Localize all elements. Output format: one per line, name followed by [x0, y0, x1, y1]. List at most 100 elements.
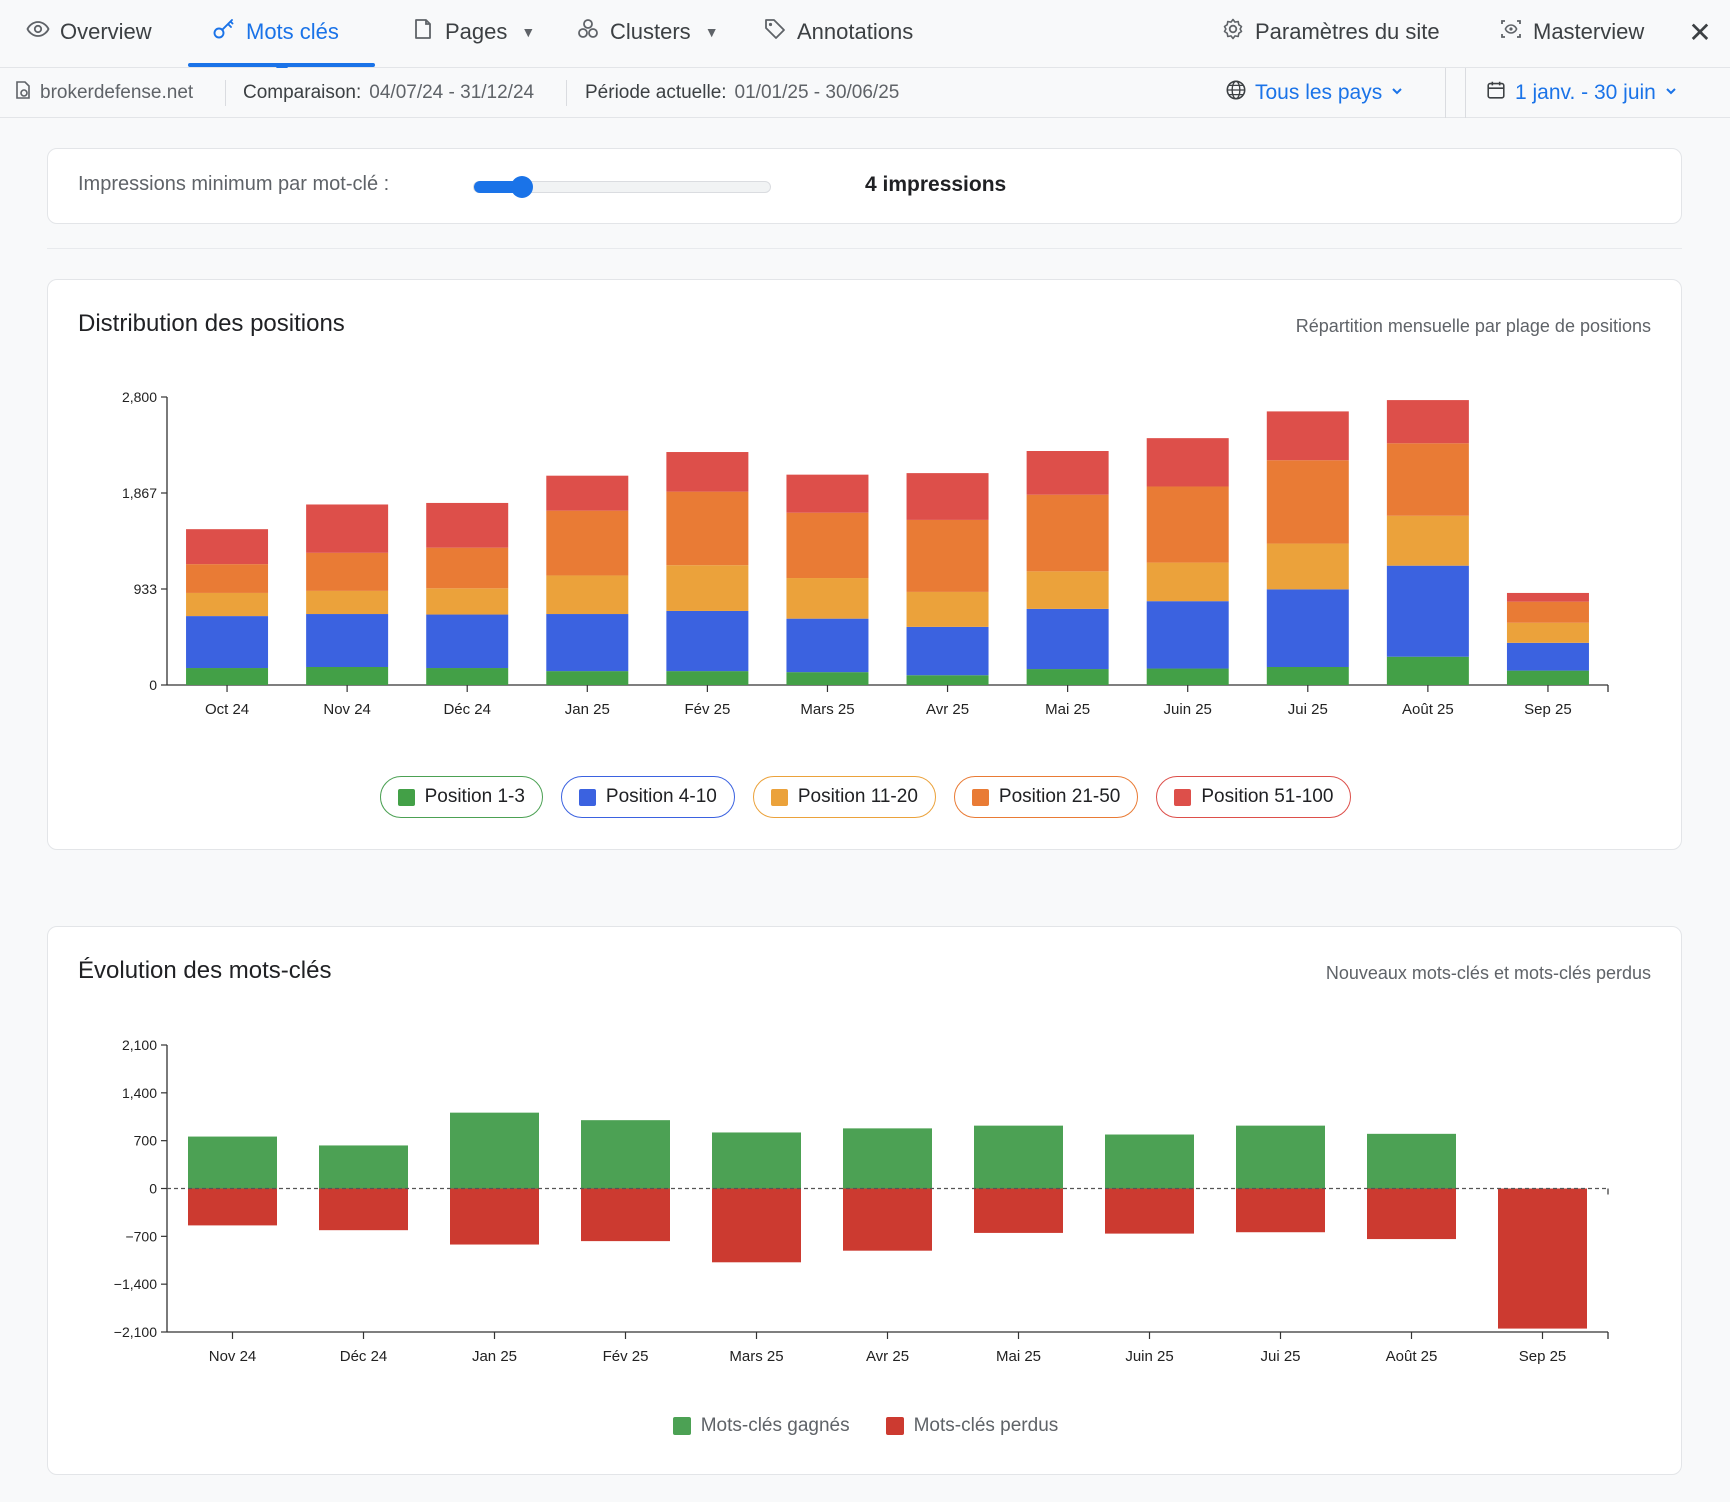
chevron-down-icon	[1390, 82, 1404, 104]
divider	[1465, 68, 1466, 118]
bar-segment	[426, 547, 509, 589]
bar-segment	[1266, 543, 1349, 590]
impressions-slider[interactable]	[473, 176, 771, 198]
bar-segment	[1506, 642, 1589, 671]
bar-segment	[786, 474, 869, 513]
x-tick-label: Mai 25	[996, 1348, 1041, 1365]
eye-icon	[26, 17, 50, 47]
divider	[1445, 68, 1446, 118]
x-tick-label: Mai 25	[1045, 701, 1090, 718]
tab-pages[interactable]: Pages ▼	[411, 0, 535, 64]
tab-annotations[interactable]: Annotations	[763, 0, 913, 64]
legend-label: Position 1-3	[424, 786, 525, 807]
x-tick-label: Jui 25	[1288, 701, 1328, 718]
x-tick-label: Août 25	[1402, 701, 1454, 718]
site-domain: brokerdefense.net	[14, 68, 193, 118]
legend-keywords-lost[interactable]: Mots-clés perdus	[885, 1415, 1059, 1437]
bar-lost	[188, 1188, 277, 1226]
bar-segment	[666, 610, 749, 672]
comparison-label: Comparaison:	[243, 82, 362, 103]
impressions-filter-label: Impressions minimum par mot-clé :	[78, 173, 390, 195]
bar-segment	[1026, 669, 1109, 685]
keyword-evolution-card: Évolution des mots-clés Nouveaux mots-cl…	[47, 926, 1682, 1475]
legend-keywords-gained[interactable]: Mots-clés gagnés	[672, 1415, 850, 1437]
bar-segment	[1386, 400, 1469, 444]
tab-mots-cles[interactable]: Mots clés	[212, 0, 339, 64]
chart-subtitle: Nouveaux mots-clés et mots-clés perdus	[1325, 963, 1651, 983]
close-icon[interactable]: ✕	[1688, 17, 1712, 48]
chart-title: Évolution des mots-clés	[78, 957, 332, 984]
x-tick-label: Nov 24	[209, 1348, 257, 1365]
bar-segment	[1146, 486, 1229, 563]
divider	[566, 80, 567, 106]
bar-segment	[786, 618, 869, 673]
bar-segment	[1146, 562, 1229, 602]
top-nav: Overview Mots clés Pages ▼ Clusters ▼ An…	[0, 0, 1730, 75]
slider-handle[interactable]	[510, 176, 533, 198]
bar-segment	[426, 668, 509, 685]
section-divider	[47, 248, 1682, 249]
bar-segment	[186, 616, 269, 669]
bar-segment	[1026, 571, 1109, 609]
x-tick-label: Sep 25	[1524, 701, 1572, 718]
x-tick-label: Mars 25	[800, 701, 854, 718]
bar-segment	[666, 671, 749, 685]
divider	[225, 80, 226, 106]
gear-icon	[1221, 17, 1245, 47]
site-icon	[14, 80, 32, 106]
legend-swatch	[672, 1417, 691, 1435]
country-select-value: Tous les pays	[1255, 81, 1383, 104]
bar-gained	[712, 1132, 801, 1189]
bar-segment	[666, 491, 749, 566]
bar-segment	[786, 578, 869, 619]
legend-label: Position 21-50	[998, 786, 1121, 807]
country-select[interactable]: Tous les pays	[1225, 68, 1404, 118]
x-tick-label: Jan 25	[472, 1348, 517, 1365]
chevron-down-icon: ▼	[521, 24, 536, 40]
bar-segment	[186, 668, 269, 685]
x-tick-label: Fév 25	[603, 1348, 649, 1365]
legend-position-11-20[interactable]: Position 11-20	[752, 776, 936, 818]
x-tick-label: Août 25	[1386, 1348, 1438, 1365]
bar-segment	[786, 512, 869, 579]
current-period-label: Période actuelle:	[585, 82, 727, 103]
bar-segment	[1506, 622, 1589, 643]
legend-label: Mots-clés perdus	[913, 1415, 1059, 1436]
bar-gained	[1236, 1125, 1325, 1189]
legend-position-4-10[interactable]: Position 4-10	[560, 776, 735, 818]
date-range-select[interactable]: 1 janv. - 30 juin	[1485, 68, 1678, 118]
bar-segment	[426, 614, 509, 669]
tab-clusters[interactable]: Clusters ▼	[576, 0, 719, 64]
legend-label: Position 51-100	[1201, 786, 1334, 807]
bar-segment	[906, 519, 989, 592]
x-tick-label: Déc 24	[443, 701, 491, 718]
bar-lost	[1498, 1188, 1587, 1329]
bar-lost	[450, 1188, 539, 1245]
legend-swatch	[578, 788, 596, 806]
legend-swatch	[885, 1417, 904, 1435]
legend-label: Position 11-20	[797, 786, 918, 807]
legend-position-1-3[interactable]: Position 1-3	[379, 776, 543, 818]
bar-segment	[1146, 668, 1229, 685]
x-tick-label: Oct 24	[205, 701, 249, 718]
legend-swatch	[1174, 788, 1192, 806]
bar-segment	[186, 592, 269, 617]
masterview-button[interactable]: Masterview	[1499, 0, 1644, 64]
bar-gained	[319, 1145, 408, 1189]
bar-lost	[712, 1188, 801, 1263]
bar-segment	[1506, 601, 1589, 623]
bar-segment	[1506, 670, 1589, 685]
bar-lost	[843, 1188, 932, 1251]
site-settings-button[interactable]: Paramètres du site	[1221, 0, 1440, 64]
filter-bar: brokerdefense.net Comparaison: 04/07/24 …	[0, 68, 1730, 118]
bar-segment	[1266, 460, 1349, 544]
bar-segment	[426, 588, 509, 615]
current-period: Période actuelle: 01/01/25 - 30/06/25	[585, 68, 899, 118]
tab-overview[interactable]: Overview	[26, 0, 152, 64]
legend-position-51-100[interactable]: Position 51-100	[1156, 776, 1352, 818]
bar-segment	[906, 473, 989, 520]
bar-segment	[666, 452, 749, 492]
legend-position-21-50[interactable]: Position 21-50	[953, 776, 1139, 818]
y-tick-label: 1,867	[122, 485, 157, 501]
legend-label: Position 4-10	[605, 786, 717, 807]
